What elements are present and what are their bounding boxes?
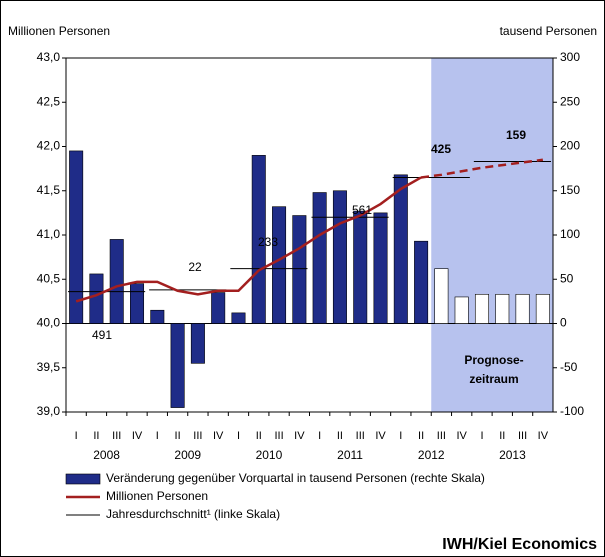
annual-change: 233 [258,235,278,249]
forecast-label: zeitraum [469,372,518,386]
y-tick-label: 41,5 [37,183,61,197]
x-tick-label: III [193,430,202,442]
x-tick-label: II [499,430,505,442]
y-tick-label: 39,0 [37,404,61,418]
y-axis-label: Millionen Personen [8,24,110,38]
x-tick-label: I [399,430,402,442]
x-tick-label: IV [375,430,386,442]
x-tick-label: I [480,430,483,442]
bar [373,212,388,324]
x-tick-label: III [437,430,446,442]
x-tick-label: IV [538,430,549,442]
annual-change: 22 [188,260,202,274]
bar [89,273,104,324]
bar [353,210,368,324]
annual-change: 159 [506,128,526,142]
y2-tick-label: 0 [560,316,567,330]
x-tick-label: II [418,430,424,442]
bar [332,190,347,324]
y2-tick-label: -50 [560,360,578,374]
forecast-region [431,58,553,412]
bar [535,293,550,324]
bar [474,293,489,324]
year-label: 2008 [93,448,120,462]
bar [190,323,205,364]
year-label: 2009 [174,448,201,462]
x-tick-label: III [274,430,283,442]
bar [211,292,226,324]
legend-label: Millionen Personen [106,489,208,503]
bar [434,268,449,324]
bar [170,323,185,408]
y-tick-label: 42,0 [37,139,61,153]
x-tick-label: III [518,430,527,442]
y-tick-label: 39,5 [37,360,61,374]
y-tick-label: 41,0 [37,227,61,241]
y2-tick-label: 50 [560,271,574,285]
y-tick-label: 40,5 [37,271,61,285]
x-tick-label: I [318,430,321,442]
x-tick-label: III [112,430,121,442]
x-tick-label: IV [456,430,467,442]
bar [69,150,84,324]
bar [231,312,246,324]
year-label: 2013 [499,448,526,462]
annual-change: 425 [431,142,451,156]
y-tick-label: 42,5 [37,94,61,108]
year-label: 2011 [337,448,363,462]
legend-swatch [65,473,101,485]
x-tick-label: II [337,430,343,442]
bar [454,296,469,324]
legend-label: Jahresdurchschnitt¹ (linke Skala) [106,507,280,521]
source: IWH/Kiel Economics [442,536,597,553]
bar [312,192,327,324]
annual-change: 491 [92,328,112,342]
employment-line [75,176,422,303]
x-tick-label: IV [213,430,224,442]
bar [251,155,266,324]
x-tick-label: II [93,430,99,442]
forecast-label: Prognose- [464,353,523,367]
y-tick-label: 40,0 [37,316,61,330]
y2-tick-label: -100 [560,404,584,418]
x-tick-label: IV [294,430,305,442]
y2-tick-label: 300 [560,50,580,64]
annual-change: 561 [352,203,372,217]
y2-axis-label: tausend Personen [500,24,597,38]
x-tick-label: II [256,430,262,442]
x-tick-label: III [356,430,365,442]
x-tick-label: IV [132,430,143,442]
x-tick-label: II [175,430,181,442]
bar [515,293,530,324]
bar [414,240,429,324]
bar [109,239,124,324]
y2-tick-label: 250 [560,94,580,108]
y2-tick-label: 100 [560,227,580,241]
employment-forecast-line [420,158,544,179]
y2-tick-label: 200 [560,139,580,153]
legend-label: Veränderung gegenüber Vorquartal in taus… [106,471,485,485]
bar [130,283,145,324]
y2-tick-label: 150 [560,183,580,197]
year-label: 2010 [256,448,283,462]
bar [272,206,287,324]
bar [393,174,408,324]
year-label: 2012 [418,448,445,462]
bar [292,215,307,324]
bar [150,309,165,324]
x-tick-label: I [75,430,78,442]
x-tick-label: I [237,430,240,442]
y-tick-label: 43,0 [37,50,61,64]
bar [495,293,510,324]
x-tick-label: I [156,430,159,442]
